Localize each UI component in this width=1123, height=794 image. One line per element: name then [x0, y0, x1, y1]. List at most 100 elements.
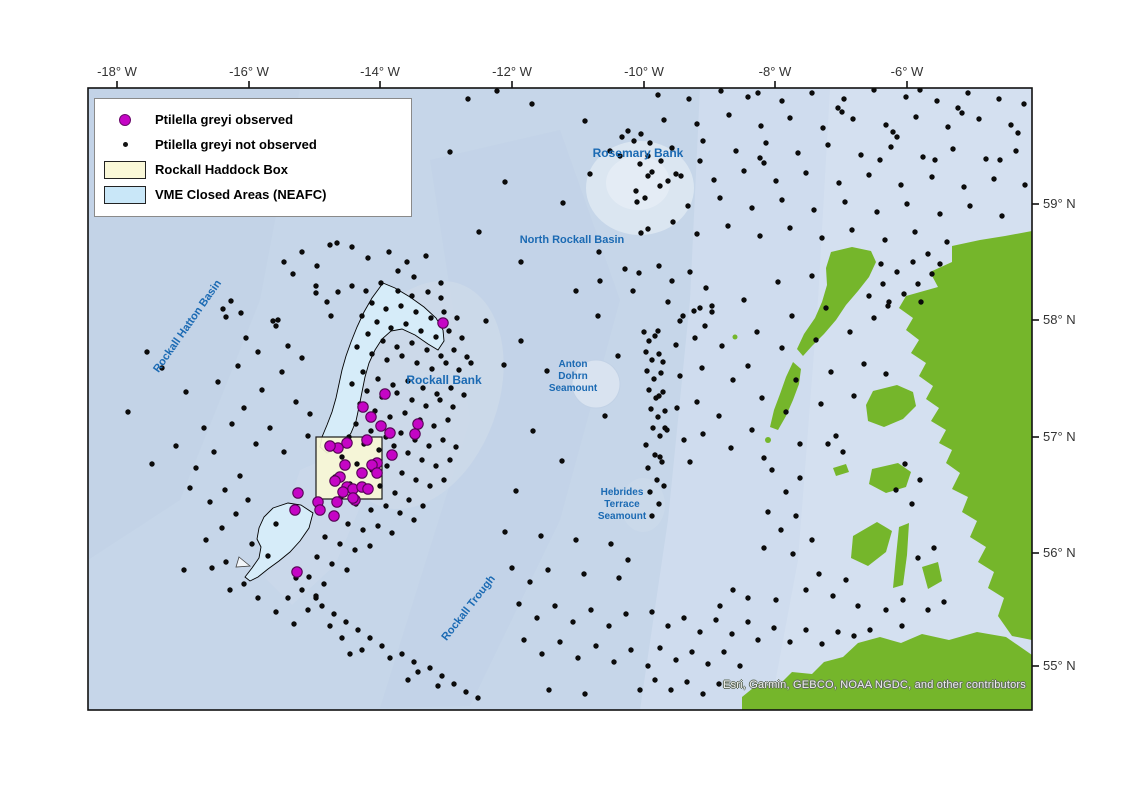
not-observed-dot — [910, 259, 916, 265]
not-observed-dot — [619, 134, 625, 140]
not-observed-dot — [775, 279, 781, 285]
not-observed-dot — [959, 110, 965, 116]
not-observed-dot — [319, 603, 325, 609]
not-observed-dot — [597, 278, 603, 284]
observed-dot — [437, 317, 449, 329]
not-observed-dot — [582, 118, 588, 124]
not-observed-dot — [849, 227, 855, 233]
not-observed-dot — [527, 579, 533, 585]
not-observed-dot — [745, 363, 751, 369]
not-observed-dot — [313, 290, 319, 296]
not-observed-dot — [660, 359, 666, 365]
not-observed-dot — [941, 599, 947, 605]
not-observed-dot — [273, 609, 279, 615]
not-observed-dot — [652, 333, 658, 339]
not-observed-dot — [664, 427, 670, 433]
place-label: North Rockall Basin — [520, 234, 625, 246]
not-observed-dot — [749, 427, 755, 433]
not-observed-dot — [669, 145, 675, 151]
not-observed-dot — [560, 200, 566, 206]
not-observed-dot — [929, 174, 935, 180]
not-observed-dot — [423, 403, 429, 409]
not-observed-dot — [494, 88, 500, 94]
not-observed-dot — [877, 157, 883, 163]
not-observed-dot — [658, 158, 664, 164]
not-observed-dot — [438, 353, 444, 359]
not-observed-dot — [634, 199, 640, 205]
top-axis-label: -14° W — [360, 64, 401, 79]
not-observed-dot — [646, 387, 652, 393]
not-observed-dot — [395, 268, 401, 274]
not-observed-dot — [446, 328, 452, 334]
not-observed-dot — [665, 623, 671, 629]
not-observed-dot — [453, 444, 459, 450]
not-observed-dot — [255, 349, 261, 355]
not-observed-dot — [337, 541, 343, 547]
not-observed-dot — [657, 183, 663, 189]
legend-label: VME Closed Areas (NEAFC) — [155, 187, 327, 202]
not-observed-dot — [677, 373, 683, 379]
place-label: Hebrides — [601, 487, 644, 498]
legend-item: VME Closed Areas (NEAFC) — [95, 182, 411, 207]
not-observed-dot — [411, 517, 417, 523]
not-observed-dot — [321, 581, 327, 587]
not-observed-dot — [411, 659, 417, 665]
not-observed-dot — [909, 501, 915, 507]
land-lewis-harris — [797, 247, 876, 356]
not-observed-dot — [447, 149, 453, 155]
observed-dot — [379, 388, 391, 400]
not-observed-dot — [749, 205, 755, 211]
not-observed-dot — [700, 691, 706, 697]
not-observed-dot — [763, 140, 769, 146]
not-observed-dot — [871, 315, 877, 321]
not-observed-dot — [380, 338, 386, 344]
place-label: Dohrn — [558, 371, 587, 382]
not-observed-dot — [997, 157, 1003, 163]
legend-label: Ptilella greyi not observed — [155, 137, 317, 152]
not-observed-dot — [883, 371, 889, 377]
not-observed-dot — [399, 651, 405, 657]
not-observed-dot — [678, 173, 684, 179]
not-observed-dot — [334, 240, 340, 246]
not-observed-dot — [894, 269, 900, 275]
not-observed-dot — [183, 389, 189, 395]
not-observed-dot — [475, 695, 481, 701]
not-observed-dot — [648, 406, 654, 412]
not-observed-dot — [898, 182, 904, 188]
not-observed-dot — [403, 321, 409, 327]
not-observed-dot — [945, 124, 951, 130]
observed-dot — [357, 401, 369, 413]
not-observed-dot — [769, 467, 775, 473]
not-observed-dot — [406, 497, 412, 503]
not-observed-dot — [369, 300, 375, 306]
not-observed-dot — [657, 433, 663, 439]
not-observed-dot — [656, 501, 662, 507]
not-observed-dot — [608, 541, 614, 547]
not-observed-dot — [437, 397, 443, 403]
not-observed-dot — [144, 349, 150, 355]
not-observed-dot — [773, 178, 779, 184]
not-observed-dot — [721, 649, 727, 655]
not-observed-dot — [353, 421, 359, 427]
not-observed-dot — [368, 428, 374, 434]
legend-item: Rockall Haddock Box — [95, 157, 411, 182]
not-observed-dot — [835, 105, 841, 111]
not-observed-dot — [291, 621, 297, 627]
legend-marker-circle-large — [95, 113, 155, 126]
not-observed-dot — [636, 270, 642, 276]
observed-dot — [314, 504, 326, 516]
observed-dot — [375, 420, 387, 432]
not-observed-dot — [575, 655, 581, 661]
not-observed-dot — [443, 360, 449, 366]
map-attribution: Esri, Garmin, GEBCO, NOAA NGDC, and othe… — [722, 679, 1026, 691]
not-observed-dot — [883, 607, 889, 613]
not-observed-dot — [654, 477, 660, 483]
not-observed-dot — [950, 146, 956, 152]
legend-marker-swatch-blue — [95, 185, 155, 204]
not-observed-dot — [363, 288, 369, 294]
not-observed-dot — [425, 289, 431, 295]
not-observed-dot — [441, 477, 447, 483]
not-observed-dot — [681, 437, 687, 443]
circle-large-icon — [119, 113, 131, 126]
